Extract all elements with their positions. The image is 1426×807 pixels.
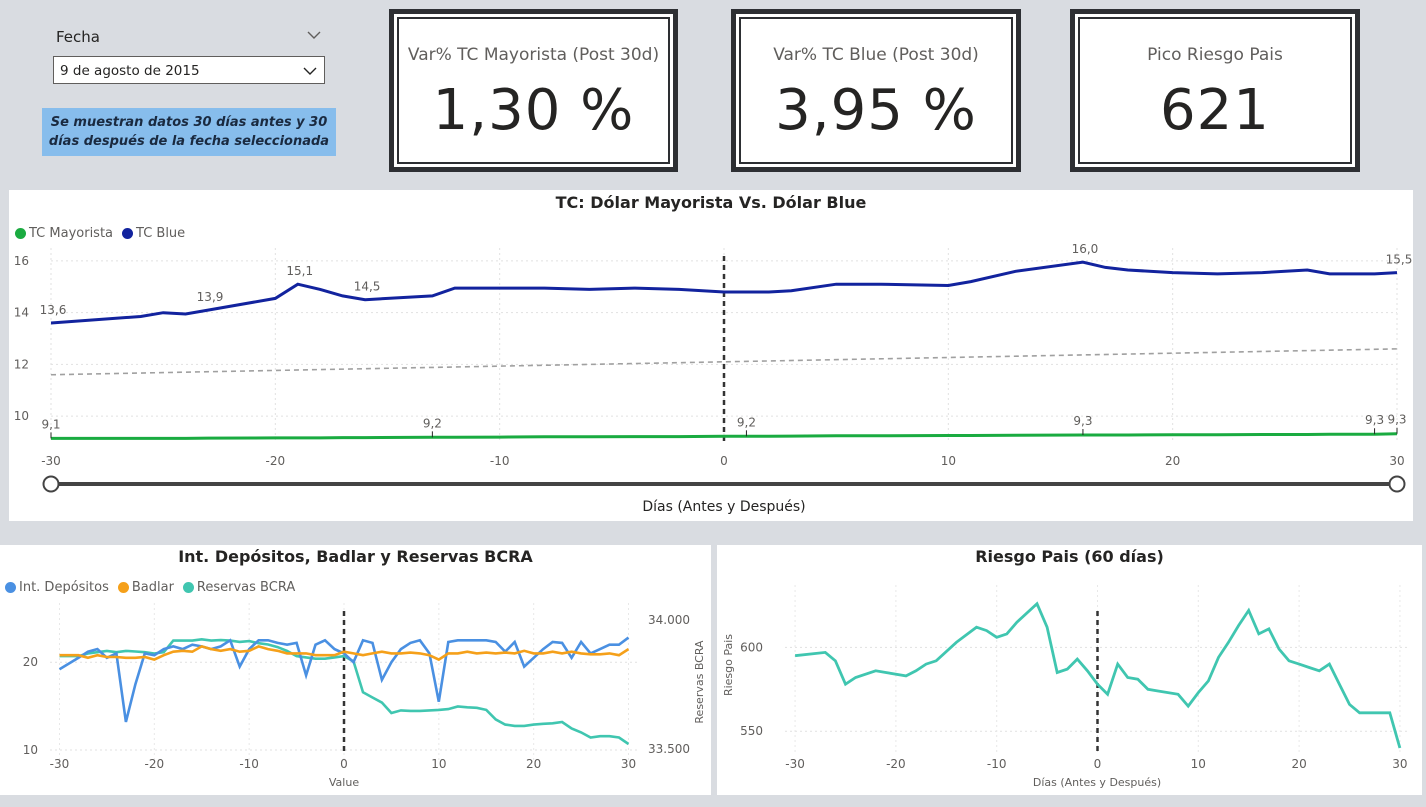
x-tick-label: 10	[941, 454, 956, 468]
x-tick-label: 0	[720, 454, 728, 468]
x-tick-label: 20	[1291, 757, 1306, 771]
legend-label: TC Mayorista	[29, 226, 114, 241]
y2-tick-label: 33.500	[648, 742, 690, 756]
kpi-value: 1,30 %	[432, 78, 635, 143]
legend-item-reservas[interactable]: Reservas BCRA	[182, 580, 296, 595]
data-label: 9,3	[1387, 413, 1406, 427]
tc-line-chart: 10 12 14 16 -30 -20 -10 0 10 20 30 13,6 13,9 15,1 14,5…	[14, 242, 1413, 515]
x-tick-label: -30	[785, 757, 805, 771]
legend-dot-mayorista	[15, 228, 26, 239]
date-slicer-title: Fecha	[56, 28, 100, 46]
x-tick-label: 0	[340, 757, 348, 771]
legend-item-depositos[interactable]: Int. Depósitos	[5, 580, 109, 595]
x-tick-label: -10	[987, 757, 1007, 771]
kpi-title: Pico Riesgo Pais	[1147, 45, 1283, 65]
chart-title: Riesgo Pais (60 días)	[975, 547, 1164, 566]
y-tick-label: 16	[14, 254, 29, 268]
data-label: 13,9	[197, 290, 224, 304]
x-tick-label: 20	[1165, 454, 1180, 468]
legend-label: TC Blue	[136, 226, 186, 241]
x-tick-label: 30	[621, 757, 636, 771]
kpi-value: 3,95 %	[775, 78, 977, 143]
x-axis-title: Value	[329, 776, 359, 789]
tc-chart-panel: TC: Dólar Mayorista Vs. Dólar Blue TC Ma…	[9, 190, 1413, 521]
riesgo-chart-panel: Riesgo Pais (60 días) 550 600 -30 -20 -10 0 10…	[717, 545, 1422, 795]
legend-item-mayorista[interactable]: TC Mayorista	[15, 226, 113, 241]
riesgo-line-chart: 550 600 -30 -20 -10 0 10 20 30 Días (Antes y Desp…	[722, 585, 1410, 789]
data-label: 9,2	[737, 415, 756, 429]
chevron-down-icon	[303, 67, 317, 75]
legend: Int. Depósitos Badlar Reservas BCRA	[5, 580, 299, 595]
series-line-tc-mayorista	[51, 432, 1398, 440]
x-tick-label: 0	[1094, 757, 1102, 771]
series-line-badlar	[59, 645, 630, 662]
data-label: 16,0	[1072, 242, 1099, 256]
data-label: 13,6	[40, 303, 67, 317]
legend-item-blue[interactable]: TC Blue	[122, 226, 185, 241]
x-tick-label: -20	[266, 454, 286, 468]
legend-item-badlar[interactable]: Badlar	[117, 580, 174, 595]
x-tick-label: -20	[886, 757, 906, 771]
kpi-title: Var% TC Mayorista (Post 30d)	[407, 45, 660, 65]
data-label: 9,1	[41, 417, 60, 431]
x-axis-title: Días (Antes y Después)	[1033, 776, 1161, 789]
date-range-note: Se muestran datos 30 días antes y 30 día…	[42, 108, 336, 156]
y-tick-label: 20	[23, 655, 38, 669]
trend-line	[50, 348, 1398, 376]
y-tick-label: 600	[740, 640, 763, 654]
kpi-card-riesgo: Pico Riesgo Pais 621	[1070, 9, 1360, 172]
x-tick-label: 20	[526, 757, 541, 771]
x-tick-label: 30	[1392, 757, 1407, 771]
data-label: 9,3	[1073, 414, 1092, 428]
x-tick-label: 10	[1191, 757, 1206, 771]
x-tick-label: -30	[50, 757, 70, 771]
data-label: 15,5	[1386, 253, 1413, 267]
legend-label: Int. Depósitos	[19, 580, 109, 595]
legend-dot-depositos	[5, 582, 16, 593]
kpi-value: 621	[1160, 78, 1270, 143]
rates-chart-panel: Int. Depósitos, Badlar y Reservas BCRA I…	[0, 545, 711, 795]
data-label: 15,1	[286, 264, 313, 278]
chevron-down-icon[interactable]	[306, 28, 322, 42]
kpi-title: Var% TC Blue (Post 30d)	[773, 45, 979, 65]
x-tick-label: -10	[490, 454, 510, 468]
x-axis-title: Días (Antes y Después)	[642, 499, 805, 515]
series-line-riesgo	[794, 601, 1402, 749]
legend: TC Mayorista TC Blue	[15, 226, 189, 241]
chart-title: Int. Depósitos, Badlar y Reservas BCRA	[178, 547, 533, 566]
chart-title: TC: Dólar Mayorista Vs. Dólar Blue	[555, 193, 867, 212]
kpi-card-blue: Var% TC Blue (Post 30d) 3,95 %	[731, 9, 1021, 172]
x-tick-label: 30	[1389, 454, 1404, 468]
range-slider-handle-end[interactable]	[1388, 475, 1406, 493]
date-dropdown-value: 9 de agosto de 2015	[60, 63, 200, 79]
rates-line-chart: 10 20 34.000 33.500 -30 -20 -10 0 10 20 30 Value Res…	[23, 603, 706, 789]
legend-label: Reservas BCRA	[196, 580, 296, 595]
y-tick-label: 12	[14, 357, 29, 371]
x-tick-label: 10	[431, 757, 446, 771]
data-label: 9,2	[423, 416, 442, 430]
series-line-tc-blue	[50, 260, 1398, 325]
y2-axis-title: Reservas BCRA	[693, 640, 706, 724]
legend-dot-badlar	[117, 582, 129, 593]
range-slider-handle-start[interactable]	[42, 475, 60, 493]
legend-dot-reservas	[182, 582, 194, 593]
y-axis-title: Riesgo Pais	[722, 634, 735, 696]
data-label: 14,5	[354, 280, 381, 294]
data-label: 9,3	[1365, 413, 1384, 427]
y-tick-label: 14	[14, 306, 29, 320]
y-tick-label: 10	[14, 409, 29, 423]
x-tick-label: -10	[239, 757, 259, 771]
series-line-depositos	[58, 636, 630, 723]
date-dropdown[interactable]: 9 de agosto de 2015	[53, 56, 325, 84]
x-tick-label: -30	[41, 454, 61, 468]
legend-label: Badlar	[131, 580, 174, 595]
kpi-card-mayorista: Var% TC Mayorista (Post 30d) 1,30 %	[389, 9, 678, 172]
y2-tick-label: 34.000	[648, 613, 690, 627]
y-tick-label: 10	[23, 743, 38, 757]
y-tick-label: 550	[740, 724, 763, 738]
x-tick-label: -20	[145, 757, 165, 771]
legend-dot-blue	[122, 228, 134, 239]
